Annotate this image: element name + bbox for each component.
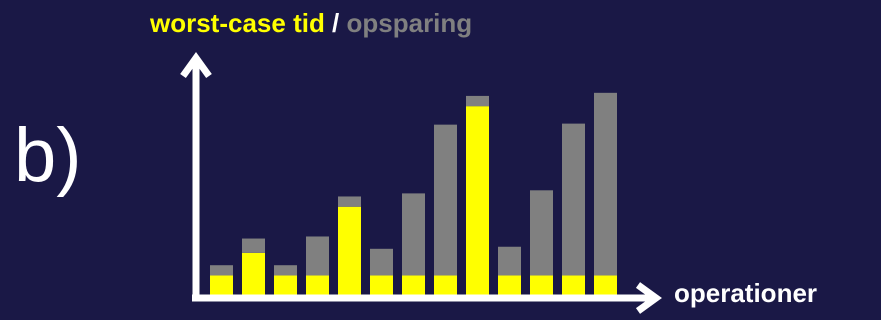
worst-case-bar-13 (594, 275, 617, 296)
savings-bar-2 (242, 238, 265, 253)
savings-bar-9 (466, 95, 489, 107)
title-savings: opsparing (346, 8, 473, 38)
worst-case-bar-11 (530, 275, 553, 296)
savings-bar-4 (306, 236, 329, 276)
worst-case-bar-6 (370, 275, 393, 296)
savings-bar-8 (434, 124, 457, 276)
title-worst-case: worst-case tid (150, 8, 325, 38)
savings-bar-6 (370, 248, 393, 276)
worst-case-bar-2 (242, 252, 265, 296)
savings-bar-11 (530, 190, 553, 276)
savings-bar-12 (562, 123, 585, 276)
axes (180, 52, 662, 314)
panel-label: b) (14, 113, 82, 198)
worst-case-bar-7 (402, 275, 425, 296)
savings-bar-1 (210, 265, 233, 276)
x-axis-label: operationer (674, 278, 818, 308)
worst-case-bar-12 (562, 275, 585, 296)
chart-title: worst-case tid / opsparing (150, 8, 472, 39)
worst-case-bar-5 (338, 206, 361, 296)
worst-case-bar-3 (274, 275, 297, 296)
savings-bar-13 (594, 92, 617, 276)
worst-case-bar-10 (498, 275, 521, 296)
title-separator: / (324, 8, 347, 38)
worst-case-bar-1 (210, 275, 233, 296)
worst-case-bar-9 (466, 106, 489, 296)
savings-bar-10 (498, 246, 521, 276)
savings-bar-5 (338, 196, 361, 207)
worst-case-bar-8 (434, 275, 457, 296)
bars (210, 92, 617, 296)
y-axis-arrowhead (180, 52, 212, 79)
savings-bar-3 (274, 265, 297, 276)
worst-case-bar-4 (306, 275, 329, 296)
x-axis-arrowhead (635, 282, 662, 314)
savings-bar-7 (402, 193, 425, 276)
